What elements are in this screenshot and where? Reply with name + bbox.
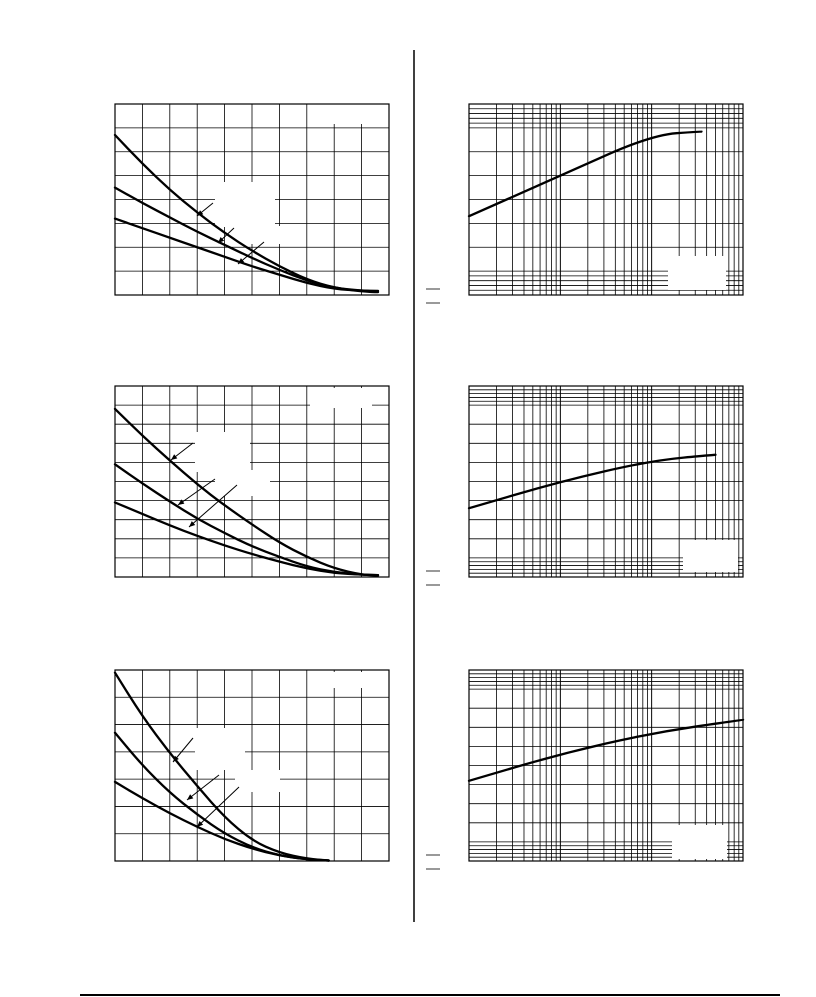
legend-blank xyxy=(215,470,270,496)
chart-left-2 xyxy=(113,385,390,578)
series-line-1 xyxy=(467,718,745,782)
legend-blank xyxy=(310,388,372,408)
plot-frame xyxy=(468,385,744,578)
plot-frame xyxy=(114,103,390,296)
pointer-arrowhead xyxy=(197,820,204,827)
pointer-arrowhead xyxy=(197,210,204,216)
chart-right-2 xyxy=(426,385,744,586)
legend-blank xyxy=(683,540,738,572)
legend-blank xyxy=(668,256,726,290)
pointer-arrow xyxy=(186,774,220,801)
pointer-arrow xyxy=(177,478,216,506)
chart-left-1 xyxy=(113,103,390,296)
plot-frame xyxy=(468,669,744,862)
series-line-1 xyxy=(467,453,717,510)
plot-frame xyxy=(468,103,744,296)
legend-blank xyxy=(245,226,295,244)
legend-blank xyxy=(195,432,250,472)
legend-blank xyxy=(235,770,280,792)
pointer-arrowhead xyxy=(173,755,179,762)
chart-left-3 xyxy=(113,669,390,862)
pointer-arrow xyxy=(188,484,238,528)
legend-blank xyxy=(672,825,727,859)
pointer-arrowhead xyxy=(238,258,245,264)
pointer-arrowhead xyxy=(171,454,178,460)
chart-right-3 xyxy=(426,669,745,870)
pointer-arrowhead xyxy=(178,499,185,505)
chart-right-1 xyxy=(426,103,744,304)
plot-frame xyxy=(114,385,390,578)
series-line-3 xyxy=(113,217,380,293)
legend-blank xyxy=(330,104,388,124)
pointer-arrow xyxy=(196,786,240,828)
pointer-arrowhead xyxy=(187,794,194,800)
plot-frame xyxy=(114,669,390,862)
legend-blank xyxy=(195,728,245,770)
series-line-1 xyxy=(113,407,380,577)
series-line-3 xyxy=(113,501,380,577)
pointer-arrowhead xyxy=(218,236,225,243)
pointer-arrowhead xyxy=(189,521,196,527)
legend-blank xyxy=(215,182,275,227)
series-line-3 xyxy=(113,780,330,862)
legend-blank xyxy=(320,672,370,688)
series-line-1 xyxy=(467,130,703,218)
